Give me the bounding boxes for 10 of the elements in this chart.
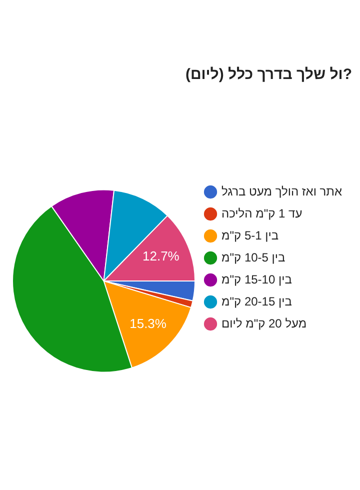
legend-label: מעל 20 ק"מ ליום (222, 316, 307, 330)
legend-label: בין 20-15 ק"מ (222, 294, 292, 308)
data-label: 15.3% (130, 316, 167, 332)
legend-label: אתר ואז הולך מעט ברגל (222, 184, 342, 198)
legend-label: בין 15-10 ק"מ (222, 272, 292, 286)
legend-label: עד 1 ק"מ הליכה (222, 206, 302, 220)
chart-title: ול שלך בדרך כלל (ליום)? (185, 66, 352, 84)
legend-label: בין 5-1 ק"מ (222, 228, 279, 242)
legend-label: בין 10-5 ק"מ (222, 250, 286, 264)
data-label: 12.7% (142, 248, 180, 264)
